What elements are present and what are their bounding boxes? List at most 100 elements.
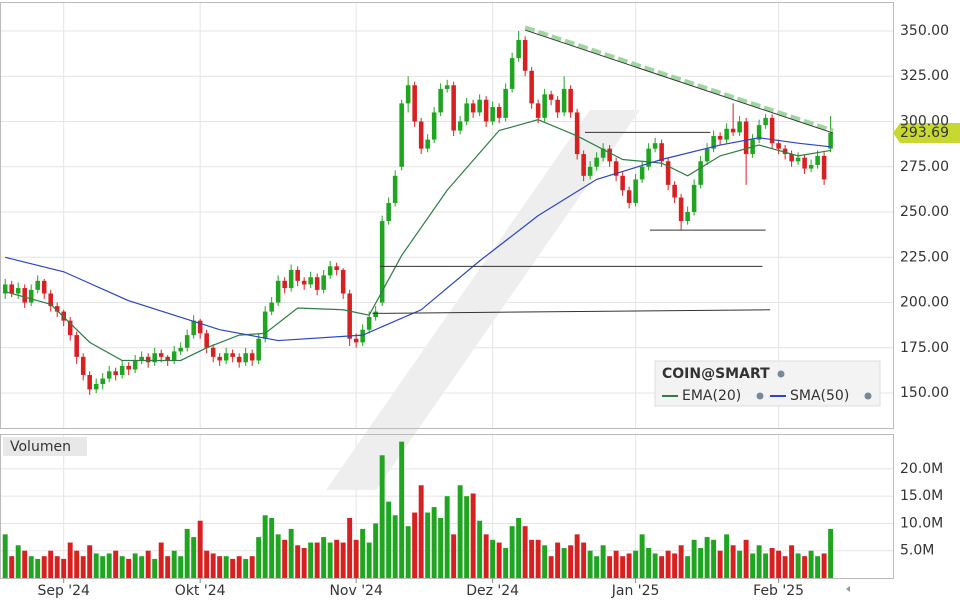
volume-bar [360,528,366,578]
candle-body [301,280,307,285]
candle-body [412,85,417,122]
y-tick-label: 275.00 [900,159,949,175]
volume-bar [2,534,8,578]
volume-bar [613,550,619,578]
candle-body [451,85,456,131]
candle-body [269,302,274,312]
volume-bar [334,539,340,578]
volume-bar [9,556,15,578]
volume-bar [691,539,697,578]
volume-bar [620,556,626,578]
candle-body [477,99,482,113]
candle-body [54,306,60,312]
x-tick-label: Sep '24 [37,583,90,599]
candle-body [217,356,222,361]
candle-body [80,356,86,375]
candle-body [808,164,814,169]
watermark [326,110,640,490]
volume-bar [509,526,515,578]
volume-bar [93,553,99,578]
candle-body [9,284,14,294]
volume-bar [412,512,418,578]
volume-bar [470,493,476,578]
volume-bar [477,520,483,578]
volume-bar [581,542,587,578]
volume-bar [113,550,119,578]
volume-bar [659,556,665,578]
volume-bar [87,545,93,578]
volume-bar [178,556,184,578]
candle-body [581,154,586,176]
volume-bar [301,548,307,578]
volume-bar [782,556,788,578]
candle-body [113,371,118,375]
volume-bar [750,553,756,578]
volume-title: Volumen [10,439,71,455]
candle-body [191,320,196,336]
x-tick-label: Jan '25 [611,583,660,599]
volume-bar [100,556,106,578]
candle-body [737,121,742,133]
candle-body [35,280,40,290]
candle-body [366,317,372,330]
y-tick-label: 250.00 [900,204,949,220]
candle-body [165,356,170,361]
volume-bar [665,550,671,578]
candle-body [48,293,53,307]
volume-bar [262,515,268,578]
candle-body [288,269,294,289]
legend-label: EMA(20) [682,388,741,404]
volume-bar [444,496,450,578]
y-tick-label: 325.00 [900,68,949,84]
candle-body [711,135,716,149]
candle-body [28,289,34,303]
candle-body [431,112,437,140]
candle-body [568,88,573,113]
volume-bar [353,539,359,578]
candle-body [61,311,66,321]
candle-body [171,351,177,361]
candle-body [243,353,248,363]
y-tick-label: 200.00 [900,295,949,311]
volume-panel [0,434,894,579]
volume-bar [288,528,294,578]
candle-body [41,280,47,294]
candle-body [295,269,300,281]
volume-bar [685,556,691,578]
volume-bar [594,556,600,578]
volume-bar [80,556,86,578]
volume-bar [724,534,730,578]
candle-body [691,184,697,213]
candle-body [74,335,79,357]
volume-title-box [3,437,87,456]
legend-label: SMA(50) [790,388,849,404]
candle-body [106,371,112,379]
volume-bar [438,518,444,578]
candle-body [548,94,554,100]
candle-body [15,288,21,294]
candle-body [204,333,209,348]
candle-body [399,103,404,167]
volume-bar [28,556,34,578]
candle-body [87,374,92,390]
volume-bar [165,556,171,578]
volume-bar [184,528,190,578]
volume-bar [607,556,613,578]
candle-body [483,99,489,122]
volume-bar [743,539,749,578]
volume-bar [106,553,112,578]
volume-bar [516,518,522,578]
legend-icon [756,392,764,400]
candle-body [100,378,105,385]
candle-body [126,365,131,370]
volume-bar [633,550,639,578]
scroll-arrow[interactable] [846,586,850,592]
volume-bar [230,558,236,578]
candle-body [379,221,385,303]
volume-bar [529,539,535,578]
volume-bar [802,556,808,578]
volume-bar [217,556,223,578]
volume-bar [769,548,775,578]
volume-bar [568,545,574,578]
